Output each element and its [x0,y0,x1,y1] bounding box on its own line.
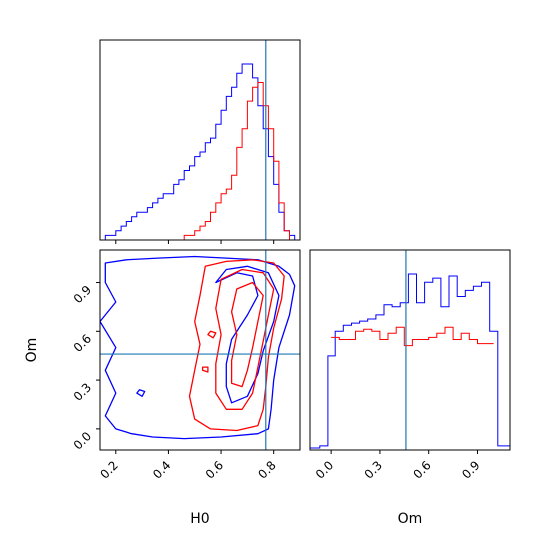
om-blue-histogram [310,273,510,449]
red-contour-line [201,366,209,373]
h0-marginal-histogram-panel [99,39,301,244]
red-contour-line [188,259,285,432]
x-axis-title-om: Om [398,511,423,527]
red-contour-line [230,281,264,388]
x-axis-title-h0: H0 [190,511,209,527]
om-axes-frame [309,249,511,451]
blue-contour-line [136,389,146,397]
h0-blue-histogram [100,63,300,240]
red-contour-line [215,268,275,410]
joint-contour-group [100,255,296,440]
y-axis-title-om: Om [24,338,40,363]
blue-contour-line [100,255,296,440]
h0-axes-frame [99,39,301,241]
joint-axes-frame [99,249,301,451]
om-red-histogram [331,326,494,347]
red-contour-line [207,330,217,339]
h0-red-histogram [100,82,300,240]
blue-contour-line [215,265,280,404]
om-histogram-series-group [310,273,510,449]
h0-histogram-series-group [100,63,300,240]
